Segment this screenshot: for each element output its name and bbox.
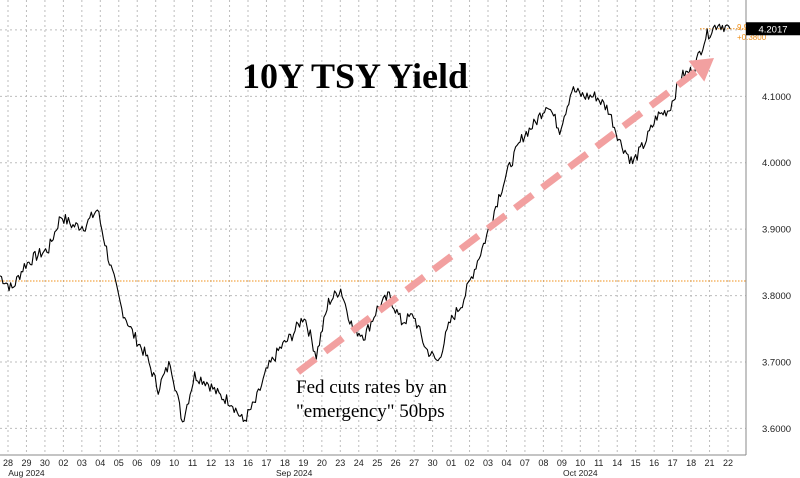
- x-tick-label: 17: [668, 458, 678, 468]
- x-month-label: Sep 2024: [276, 468, 313, 478]
- x-tick-label: 11: [594, 458, 603, 468]
- x-tick-label: 06: [132, 458, 142, 468]
- x-tick-label: 17: [261, 458, 271, 468]
- x-tick-label: 19: [298, 458, 308, 468]
- change-value-label: +0.3800: [737, 33, 767, 42]
- last-value-label: 4.2017: [758, 24, 787, 35]
- x-tick-label: 12: [206, 458, 216, 468]
- x-tick-label: 18: [686, 458, 696, 468]
- x-tick-label: 27: [409, 458, 419, 468]
- x-tick-label: 24: [354, 458, 364, 468]
- x-tick-label: 02: [465, 458, 475, 468]
- x-tick-label: 04: [95, 458, 105, 468]
- x-tick-label: 03: [483, 458, 493, 468]
- x-tick-label: 02: [58, 458, 68, 468]
- x-tick-label: 22: [723, 458, 733, 468]
- y-tick-label: 3.7000: [762, 358, 791, 369]
- x-tick-label: 15: [631, 458, 641, 468]
- x-tick-label: 26: [391, 458, 401, 468]
- x-tick-label: 11: [188, 458, 197, 468]
- x-tick-label: 05: [114, 458, 124, 468]
- x-axis-labels: 28 29 30 02 03 04 05 06 09 10 11 12 13 16 17 18 19 20 23 24…: [3, 458, 733, 478]
- x-tick-label: 04: [501, 458, 511, 468]
- chart-title: 10Y TSY Yield: [242, 56, 468, 96]
- last-value-box: [746, 22, 800, 36]
- x-tick-label: 21: [705, 458, 715, 468]
- x-tick-label: 03: [77, 458, 87, 468]
- x-tick-label: 25: [372, 458, 382, 468]
- annotation-line-1: Fed cuts rates by an: [296, 377, 447, 398]
- trend-arrow-head: [688, 58, 714, 82]
- y-tick-label: 3.6000: [762, 424, 791, 435]
- trend-arrow-shaft: [295, 68, 699, 375]
- x-tick-label: 08: [538, 458, 548, 468]
- x-tick-label: 29: [21, 458, 31, 468]
- x-tick-label: 09: [557, 458, 567, 468]
- x-tick-label: 10: [169, 458, 179, 468]
- x-tick-label: 09: [151, 458, 161, 468]
- x-tick-label: 16: [243, 458, 253, 468]
- yield-series-line: [0, 23, 731, 423]
- x-tick-label: 07: [520, 458, 530, 468]
- x-tick-label: 23: [335, 458, 345, 468]
- y-tick-label: 3.8000: [762, 291, 791, 302]
- x-tick-label: 16: [649, 458, 659, 468]
- x-tick-label: 10: [575, 458, 585, 468]
- x-tick-label: 18: [280, 458, 290, 468]
- y-tick-label: 4.0000: [762, 158, 791, 169]
- x-month-label: Aug 2024: [8, 468, 45, 478]
- x-tick-label: 13: [225, 458, 235, 468]
- y-tick-label: 4.1000: [762, 92, 791, 103]
- annotation-line-2: "emergency" 50bps: [296, 401, 445, 422]
- y-tick-label: 3.9000: [762, 225, 791, 236]
- x-tick-label: 28: [3, 458, 13, 468]
- x-tick-label: 14: [612, 458, 622, 468]
- series-layer: [0, 23, 731, 423]
- x-tick-label: 30: [428, 458, 438, 468]
- x-tick-label: 01: [446, 458, 456, 468]
- y-axis-labels: 4.1000 4.0000 3.9000 3.8000 3.7000 3.6000: [762, 92, 791, 435]
- grid-lines: [0, 0, 747, 456]
- x-month-label: Oct 2024: [563, 468, 598, 478]
- x-tick-label: 30: [40, 458, 50, 468]
- trend-arrow: [295, 58, 714, 375]
- x-tick-label: 20: [317, 458, 327, 468]
